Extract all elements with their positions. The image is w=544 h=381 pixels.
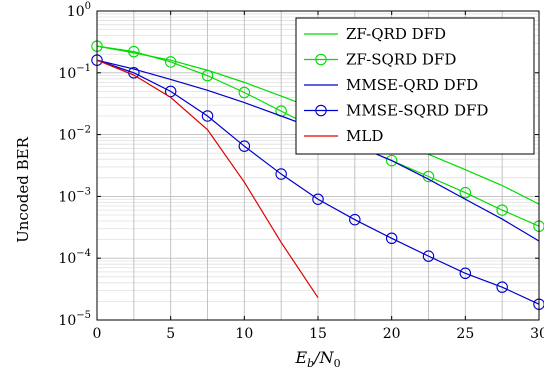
x-tick-label: 5 [166,326,175,342]
y-tick-base: 10 [67,4,85,20]
legend-label: ZF-SQRD DFD [346,51,456,69]
x-axis-label-sub2: 0 [334,357,341,370]
data-point [422,250,435,262]
data-point [496,204,508,216]
series-mld [96,59,319,298]
legend-label: MLD [346,127,383,145]
data-point [385,232,398,245]
data-point [349,213,361,226]
data-point [275,168,287,180]
x-tick-label: 0 [93,326,102,342]
data-point [496,281,508,293]
data-point [164,56,177,68]
data-point [164,85,177,98]
legend-marker [315,53,327,66]
y-tick-exponent: −3 [76,186,91,197]
legend-label: ZF-QRD DFD [346,25,446,43]
legend-entry: ZF-SQRD DFD [304,51,456,69]
data-point [459,267,472,280]
x-axis-label-mid: /N [312,348,334,367]
data-point [238,86,251,99]
x-tick-label: 30 [530,326,544,342]
y-axis-label: Uncoded BER [14,136,32,243]
series-line [96,59,319,298]
legend-label: MMSE-SQRD DFD [346,102,488,120]
legend-entry: MLD [304,127,383,145]
x-tick-label: 20 [383,326,401,342]
y-tick-label: 100 [67,1,91,20]
data-point [201,110,214,122]
y-tick-exponent: 0 [85,1,91,12]
legend: ZF-QRD DFD ZF-SQRD DFD MMSE-QRD DFD MMSE-SQ… [295,17,535,155]
legend-entry: ZF-QRD DFD [304,25,446,43]
data-point [459,186,472,199]
y-tick-label: 10−4 [58,248,91,267]
data-point [238,140,251,152]
y-tick-base: 10 [58,66,76,82]
y-tick-base: 10 [58,189,76,205]
series-line [96,59,540,305]
data-point [201,69,214,82]
y-tick-base: 10 [58,128,76,144]
y-tick-base: 10 [58,251,76,267]
x-axis-label-main: E [294,348,307,367]
y-tick-label: 10−3 [58,186,91,205]
legend-label: MMSE-QRD DFD [346,76,478,94]
data-point [312,193,324,205]
y-tick-label: 10−1 [58,63,91,82]
legend-box [295,17,535,155]
legend-entry: MMSE-QRD DFD [304,76,478,94]
x-tick-label: 15 [309,326,327,342]
y-tick-exponent: −1 [76,63,91,74]
x-axis-ticks: 0 5 10 15 20 25 30 [93,11,544,342]
x-axis-label-sub1: b [307,357,314,370]
y-tick-label: 10−2 [58,125,91,144]
x-tick-label: 25 [456,326,474,342]
y-tick-base: 10 [58,313,76,329]
x-tick-label: 10 [235,326,253,342]
y-tick-exponent: −2 [76,125,91,136]
y-tick-exponent: −4 [76,248,91,259]
y-tick-label: 10−5 [58,310,91,329]
x-axis-label: Eb/N0 [294,348,340,370]
legend-entry: MMSE-SQRD DFD [304,102,488,120]
legend-marker [315,104,327,117]
y-tick-exponent: −5 [76,310,91,321]
data-point [128,45,140,58]
data-point [385,154,398,167]
